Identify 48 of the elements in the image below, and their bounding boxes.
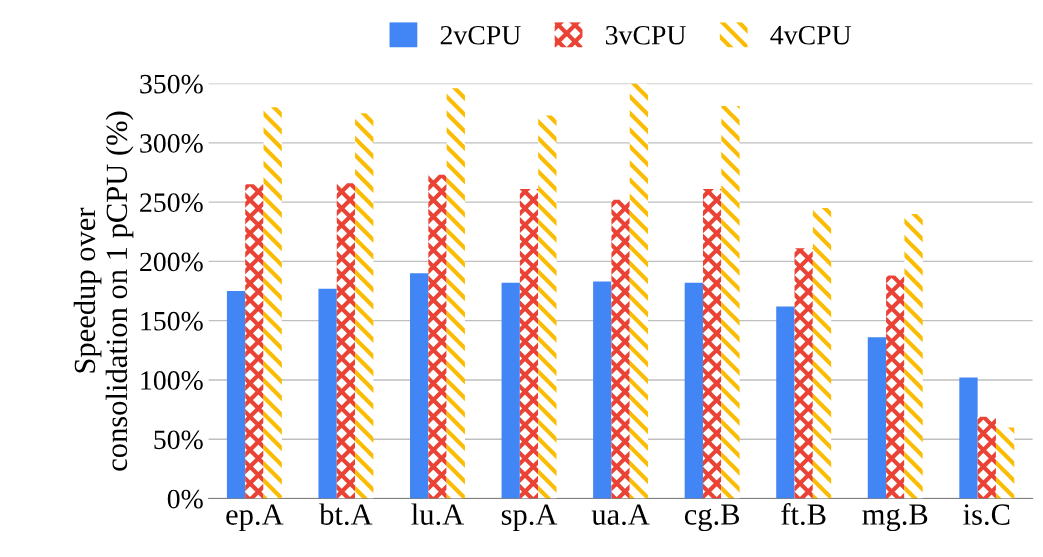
bar: [611, 199, 630, 499]
bar: [959, 377, 978, 499]
bar: [904, 213, 923, 499]
bar: [977, 416, 996, 499]
bar: [318, 288, 337, 499]
x-tick-label: ua.A: [591, 504, 650, 526]
bar: [410, 273, 429, 499]
y-tick-label: 250%: [140, 193, 203, 213]
bar: [867, 337, 887, 499]
bar: [245, 184, 264, 499]
x-tick-label: cg.B: [684, 504, 740, 532]
x-tick-label: bt.A: [319, 503, 373, 526]
bar: [263, 107, 282, 499]
y-axis-title: Speedup over consolidation on 1 pCPU (%): [73, 111, 134, 471]
bar: [776, 306, 795, 499]
x-tick-label: is.C: [963, 504, 1010, 526]
bar: [995, 427, 1015, 499]
y-tick-label: 350%: [140, 74, 203, 94]
legend-label: 2vCPU: [440, 25, 521, 45]
bar: [684, 282, 703, 499]
bar: [812, 208, 832, 499]
legend-label: 3vCPU: [606, 25, 686, 45]
bar: [519, 189, 539, 499]
x-tick-label: ft.B: [781, 503, 826, 526]
bar: [501, 282, 520, 499]
y-tick-label: 200%: [140, 252, 203, 272]
bar: [886, 275, 905, 499]
bar: [629, 83, 649, 499]
y-tick-label: 100%: [141, 371, 203, 390]
y-tick-label: 300%: [140, 134, 203, 153]
bar: [702, 189, 722, 499]
y-tick-label: 50%: [154, 430, 203, 450]
y-tick-label: 150%: [141, 311, 203, 331]
bar: [336, 183, 356, 499]
x-tick-label: lu.A: [411, 503, 464, 526]
bar: [446, 88, 465, 499]
bar: [428, 174, 447, 499]
bar: [794, 248, 813, 499]
bar: [355, 113, 374, 499]
bar: [538, 115, 557, 499]
y-tick-label: 0%: [167, 489, 203, 509]
x-tick-label: sp.A: [501, 504, 558, 532]
bar: [721, 106, 740, 499]
legend-label: 4vCPU: [770, 25, 852, 45]
bar: [593, 281, 612, 499]
x-tick-label: ep.A: [226, 504, 284, 532]
x-tick-label: mg.B: [862, 504, 928, 532]
bar: [226, 291, 246, 499]
